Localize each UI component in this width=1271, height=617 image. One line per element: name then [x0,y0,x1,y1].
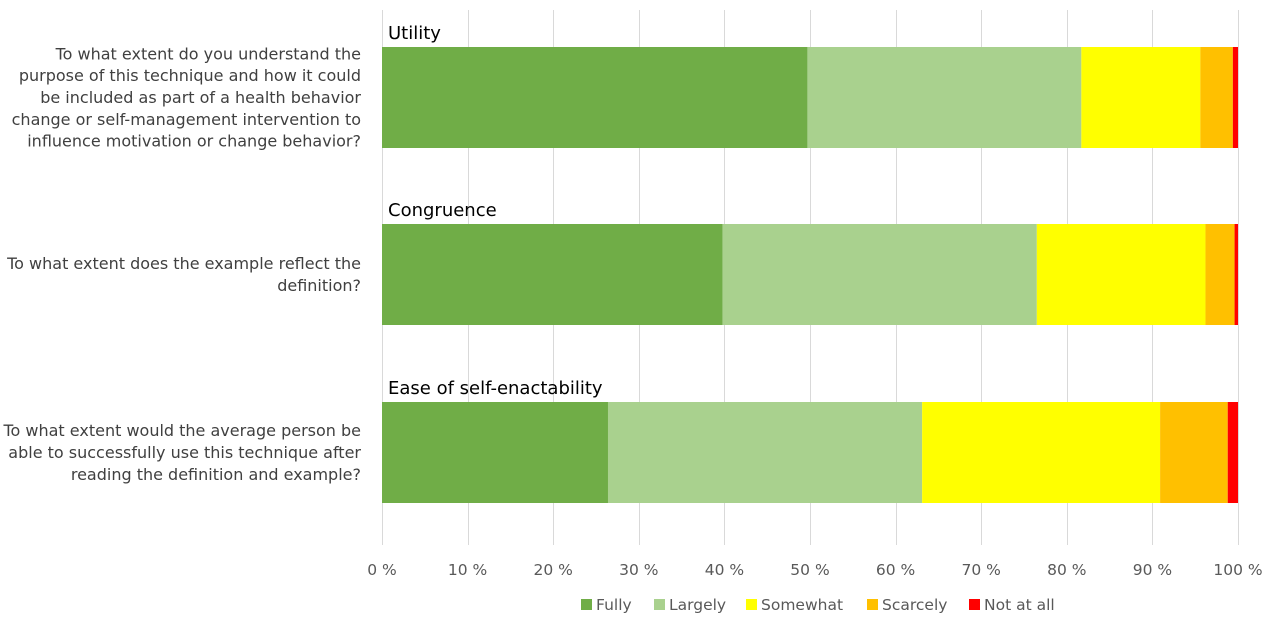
bar-segment-largely [807,47,1082,148]
question-text-line: change or self-management intervention t… [12,110,361,129]
bar-segment-fully [382,47,808,148]
legend-swatch [746,599,757,610]
question-text-line: purpose of this technique and how it cou… [19,66,361,85]
question-text-line: To what extent would the average person … [2,421,361,440]
group-title: Utility [388,23,441,44]
x-tick-label: 20 % [534,561,573,579]
x-tick-label: 100 % [1213,561,1262,579]
bar-segment-fully [382,224,723,325]
question-text-line: To what extent do you understand the [55,44,361,63]
bar-segment-fully [382,402,608,503]
question-text-line: be included as part of a health behavior [40,88,361,107]
bar-segment-somewhat [1081,47,1201,148]
question-text-line: reading the definition and example? [71,465,361,484]
labels: Utility To what extent do you understand … [2,23,602,484]
bar-segment-not-at-all [1227,402,1238,503]
legend-label: Fully [596,596,632,614]
x-tick-label: 90 % [1133,561,1172,579]
legend-swatch [867,599,878,610]
legend-swatch [969,599,980,610]
legend-label: Scarcely [882,596,947,614]
bar-segment-not-at-all [1232,47,1238,148]
bar-segment-scarcely [1205,224,1235,325]
legend-swatch [654,599,665,610]
x-tick-label: 70 % [962,561,1001,579]
x-tick-label: 30 % [619,561,658,579]
legend: Fully Largely Somewhat Scarcely Not at all [581,596,1055,614]
bar-segment-scarcely [1200,47,1233,148]
legend-label: Largely [669,596,726,614]
bars [382,47,1238,503]
bar-segment-largely [607,402,923,503]
x-tick-label: 40 % [705,561,744,579]
x-tick-label: 10 % [448,561,487,579]
legend-label: Not at all [984,596,1055,614]
legend-swatch [581,599,592,610]
x-tick-label: 0 % [367,561,397,579]
x-tick-label: 80 % [1047,561,1086,579]
x-tick-label: 50 % [790,561,829,579]
legend-label: Somewhat [761,596,843,614]
bar-segment-somewhat [922,402,1161,503]
question-text-line: definition? [277,276,361,295]
bar-segment-largely [722,224,1037,325]
x-axis-ticks: 0 % 10 % 20 % 30 % 40 % 50 % 60 % 70 % 80 % 90 % 1… [367,561,1262,579]
x-tick-label: 60 % [876,561,915,579]
group-title: Ease of self-enactability [388,378,603,399]
bar-segment-somewhat [1036,224,1206,325]
question-text-line: able to successfully use this technique … [8,443,361,462]
bar-segment-not-at-all [1234,224,1238,325]
question-text-line: To what extent does the example reflect … [6,254,361,273]
group-title: Congruence [388,200,497,221]
bar-segment-scarcely [1160,402,1228,503]
question-text-line: influence motivation or change behavior? [27,132,361,151]
